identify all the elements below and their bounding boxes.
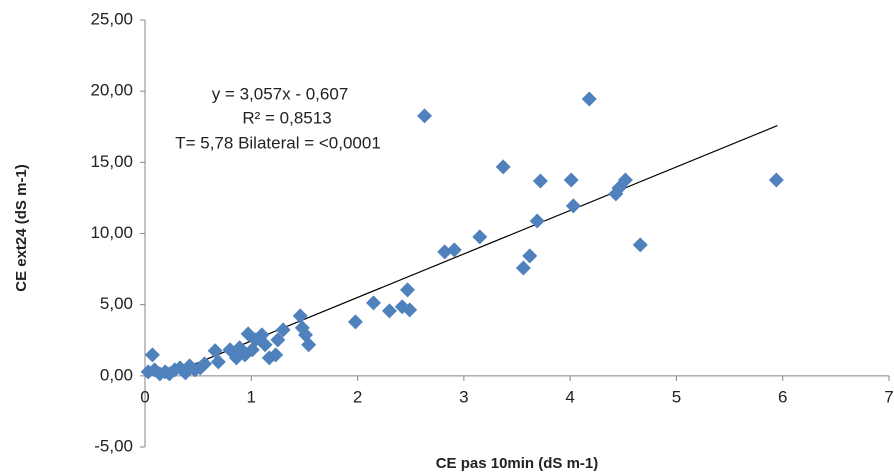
point: [207, 343, 223, 359]
x-tick-label: 4: [565, 387, 574, 406]
point: [402, 302, 418, 318]
point: [437, 244, 453, 260]
point: [301, 337, 317, 353]
y-tick-label: 5,00: [100, 294, 133, 313]
annotation: y = 3,057x - 0,607: [212, 84, 349, 103]
y-tick-label: 15,00: [90, 152, 133, 171]
annotation: R² = 0,8513: [242, 108, 331, 127]
point: [472, 229, 488, 245]
annotation: T= 5,78 Bilateral = <0,0001: [175, 133, 381, 152]
point: [495, 159, 511, 175]
point: [515, 260, 531, 276]
y-tick-label: 0,00: [100, 365, 133, 384]
y-axis-title: CE ext24 (dS m-1): [13, 164, 30, 292]
x-tick-label: 7: [884, 387, 893, 406]
y-tick-label: 25,00: [90, 9, 133, 28]
point: [210, 354, 226, 370]
point: [257, 337, 273, 353]
point: [563, 172, 579, 188]
point: [417, 108, 433, 124]
point: [144, 347, 160, 363]
point: [381, 303, 397, 319]
x-tick-label: 5: [672, 387, 681, 406]
point: [275, 322, 291, 338]
point: [565, 198, 581, 214]
x-tick-label: 0: [140, 387, 149, 406]
point: [581, 91, 597, 107]
point: [532, 173, 548, 189]
x-tick-label: 2: [353, 387, 362, 406]
x-axis-title: CE pas 10min (dS m-1): [436, 455, 599, 472]
y-tick-label: 20,00: [90, 81, 133, 100]
point: [292, 308, 308, 324]
x-tick-label: 3: [459, 387, 468, 406]
point: [617, 172, 633, 188]
point: [270, 332, 286, 348]
point: [400, 282, 416, 298]
point: [197, 356, 213, 372]
x-tick-label: 6: [778, 387, 787, 406]
point: [366, 295, 382, 311]
point: [347, 314, 363, 330]
point: [529, 213, 545, 229]
point: [768, 172, 784, 188]
point: [522, 248, 538, 264]
y-tick-label: 10,00: [90, 223, 133, 242]
point: [632, 237, 648, 253]
point: [446, 242, 462, 258]
point: [268, 347, 284, 363]
y-tick-label: -5,00: [94, 436, 133, 455]
x-tick-label: 1: [247, 387, 256, 406]
